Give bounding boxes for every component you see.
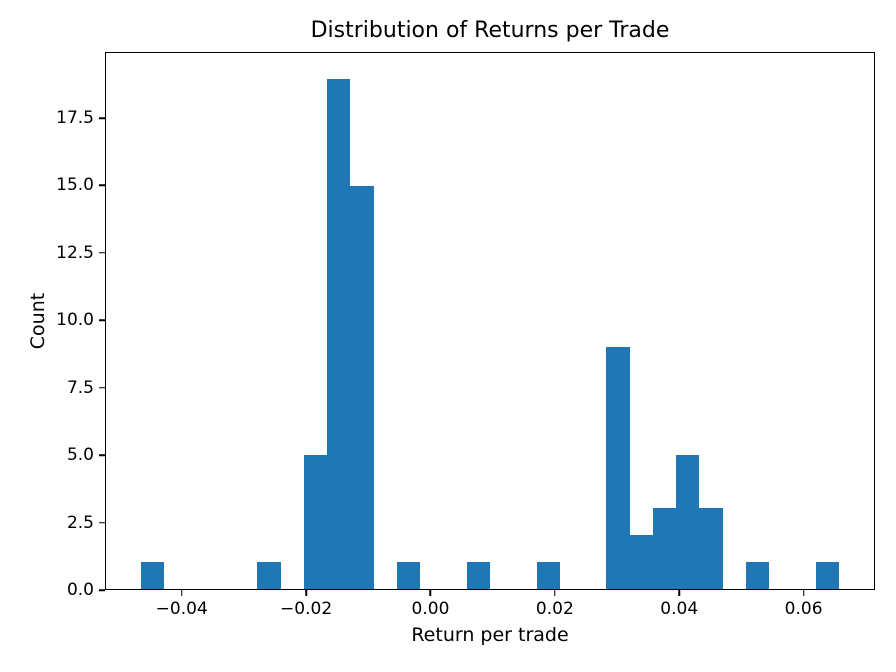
histogram-bar — [303, 454, 328, 589]
x-axis-label: Return per trade — [411, 624, 569, 646]
x-tick-label: 0.02 — [535, 599, 574, 619]
x-tick-mark — [305, 590, 307, 596]
y-tick-mark — [99, 521, 105, 524]
y-tick-mark — [99, 454, 105, 456]
y-tick-mark — [99, 184, 105, 187]
x-tick-label: 0.00 — [411, 599, 450, 619]
histogram-bar — [350, 186, 374, 589]
histogram-bar — [327, 78, 351, 589]
x-tick-mark — [802, 590, 805, 596]
plot-area — [105, 52, 875, 590]
y-tick-label: 15.0 — [56, 175, 94, 196]
y-axis-ticks: 0.0 2.5 5.0 7.5 10.0 12.5 15.0 17.5 — [0, 52, 105, 600]
x-tick-mark — [180, 590, 183, 596]
histogram-bar — [629, 535, 653, 589]
histogram-bar — [676, 454, 700, 589]
histogram-bar — [396, 562, 421, 589]
y-tick-mark — [99, 117, 105, 119]
x-tick-label: −0.04 — [155, 599, 208, 619]
y-tick-mark — [99, 252, 105, 254]
y-tick-mark — [99, 386, 105, 389]
bars-layer — [106, 53, 874, 589]
histogram-bar — [606, 347, 630, 589]
x-tick-label: 0.06 — [784, 599, 823, 619]
y-tick-label: 17.5 — [56, 108, 94, 129]
histogram-bar — [257, 562, 281, 589]
y-tick-label: 12.5 — [56, 242, 94, 263]
histogram-bar — [815, 562, 840, 589]
y-tick-mark — [99, 589, 105, 591]
x-tick-mark — [678, 590, 680, 596]
histogram-bar — [699, 508, 723, 589]
y-tick-label: 2.5 — [66, 512, 94, 533]
histogram-bar — [466, 562, 490, 589]
x-axis-ticks: −0.04 −0.02 0.00 0.02 0.04 0.06 — [105, 590, 875, 650]
x-tick-label: 0.04 — [660, 599, 699, 619]
y-tick-label: 7.5 — [66, 377, 94, 398]
histogram-bar — [652, 508, 677, 589]
y-tick-label: 10.0 — [56, 310, 94, 331]
histogram-bar — [536, 562, 560, 589]
histogram-bar — [140, 562, 165, 589]
y-tick-label: 5.0 — [66, 445, 94, 466]
histogram-bar — [746, 562, 770, 589]
x-tick-label: −0.02 — [280, 599, 333, 619]
chart-title: Distribution of Returns per Trade — [310, 18, 670, 43]
x-tick-mark — [554, 590, 556, 596]
y-tick-mark — [99, 319, 105, 322]
x-tick-mark — [429, 590, 432, 596]
y-tick-label: 0.0 — [66, 580, 94, 600]
